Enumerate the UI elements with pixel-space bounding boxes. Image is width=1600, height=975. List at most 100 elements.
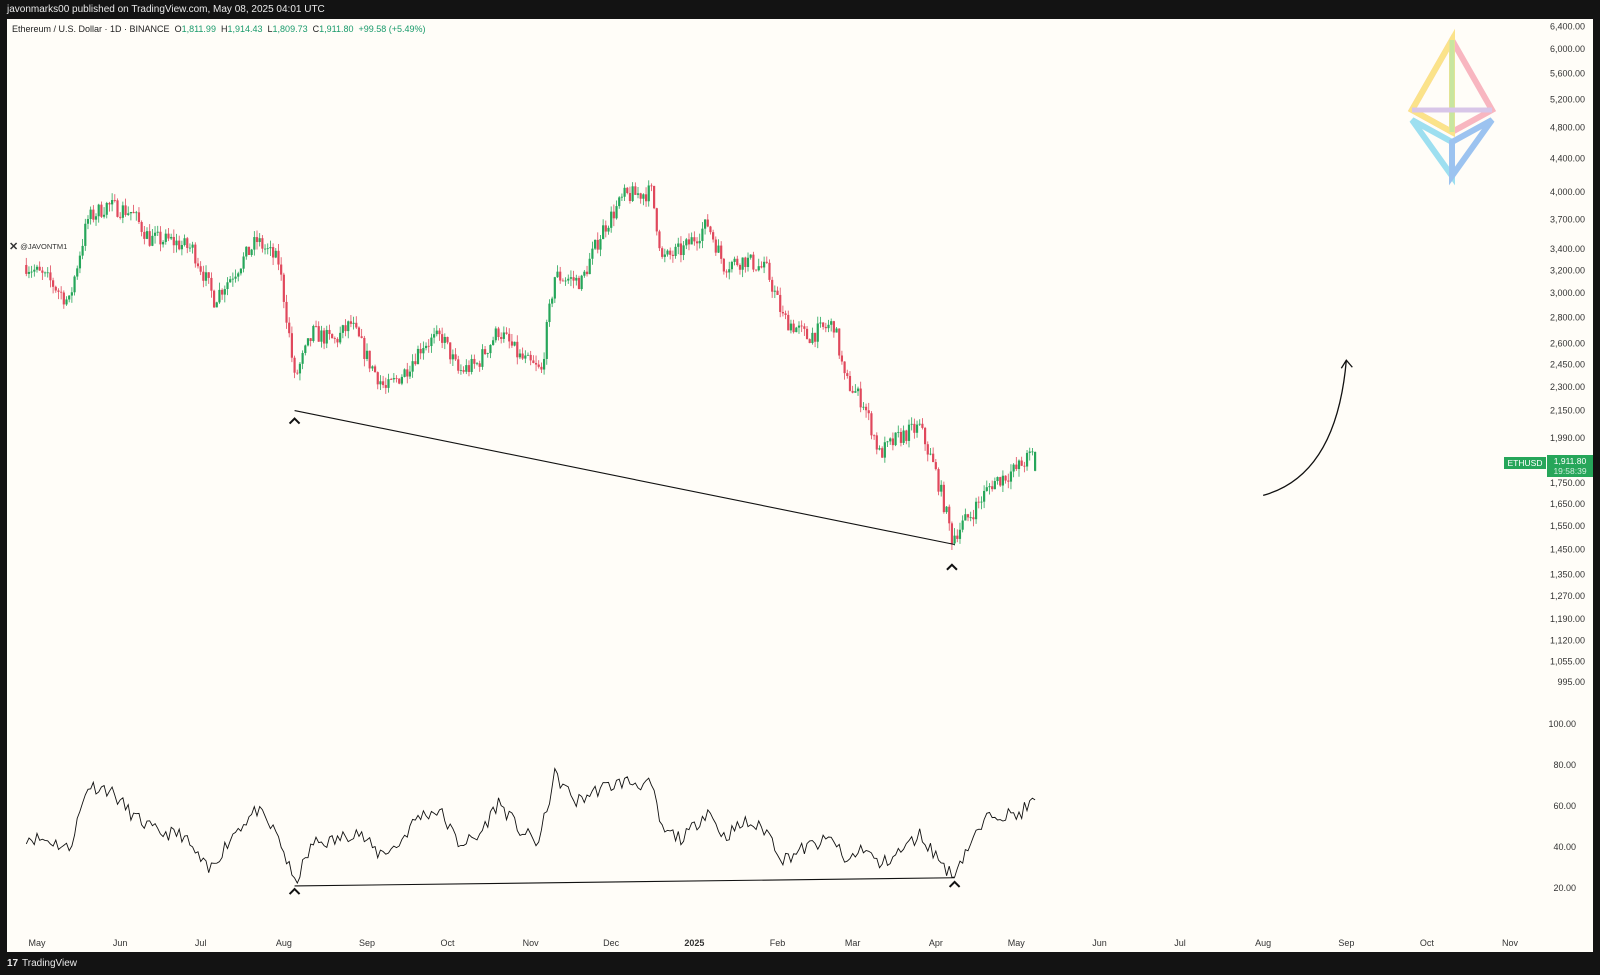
candle-body [204, 272, 208, 281]
candle-body [312, 325, 315, 341]
candle-body [424, 345, 428, 349]
candle-body [398, 378, 401, 384]
candle-body [387, 379, 390, 388]
candle-body [822, 322, 825, 327]
price-tick-label: 2,300.00 [1550, 382, 1585, 392]
candle-body [902, 430, 905, 443]
price-tick-label: 1,190.00 [1550, 614, 1585, 624]
candle-body [588, 258, 591, 275]
oscillator-low-marker[interactable] [288, 887, 301, 895]
candle-body [392, 378, 395, 380]
candle-body [760, 266, 763, 268]
candle-body [534, 362, 538, 365]
candle-body [162, 241, 165, 245]
oscillator-low-marker[interactable] [948, 880, 961, 888]
candle-body [81, 245, 84, 256]
candle-body [406, 369, 409, 377]
oscillator-trendline[interactable] [294, 877, 955, 887]
chart-panel[interactable] [7, 19, 1593, 952]
candle-body [290, 333, 293, 358]
candle-body [1007, 480, 1010, 482]
candle-body [564, 280, 567, 282]
tradingview-brand[interactable]: TradingView [22, 958, 78, 969]
candle-body [897, 431, 900, 433]
price-tick-label: 1,350.00 [1550, 570, 1585, 580]
candle-body [602, 225, 605, 240]
candle-body [105, 202, 108, 215]
candle-body [811, 332, 814, 344]
candle-body [210, 277, 213, 291]
candle-body [687, 239, 691, 245]
candle-body [714, 239, 717, 253]
candle-body [298, 363, 302, 374]
candle-body [693, 237, 696, 242]
candle-body [94, 216, 98, 220]
candle-body [915, 424, 919, 433]
candle-body [661, 248, 664, 257]
time-tick-label: 2025 [684, 938, 704, 948]
candle-body [540, 366, 543, 370]
candle-body [483, 349, 487, 355]
candle-body [135, 212, 138, 214]
candle-body [907, 424, 911, 441]
candle-body [808, 339, 811, 344]
candle-body [121, 205, 124, 218]
candle-body [698, 240, 701, 244]
candle-body [612, 211, 615, 219]
candle-body [607, 227, 610, 232]
candle-body [580, 275, 583, 290]
price-badge-price: 1,911.80 [1553, 456, 1587, 466]
candle-body [245, 246, 248, 257]
oscillator-line [25, 767, 1036, 885]
candle-body [961, 520, 964, 530]
price-tick-label: 4,400.00 [1550, 153, 1585, 163]
tradingview-logo-icon[interactable]: 17 [7, 958, 19, 969]
candle-body [685, 239, 688, 246]
candle-body [27, 271, 31, 274]
candle-body [145, 231, 149, 239]
candle-body [255, 237, 259, 243]
price-low-marker[interactable] [288, 417, 301, 425]
candle-body [408, 371, 412, 377]
time-tick-label: Oct [441, 938, 456, 948]
projection-arrow[interactable] [1262, 360, 1347, 496]
candle-body [985, 487, 988, 491]
candle-body [634, 186, 637, 195]
candle-body [585, 271, 589, 275]
candle-body [800, 325, 803, 327]
candle-body [70, 292, 73, 296]
price-tick-label: 3,400.00 [1550, 244, 1585, 254]
candle-body [650, 185, 653, 187]
candle-body [529, 354, 532, 361]
candle-body [803, 326, 806, 329]
candle-body [365, 350, 369, 359]
candle-body [923, 427, 927, 445]
close-label: C [312, 24, 320, 34]
time-tick-label: Aug [1255, 938, 1271, 948]
price-axis[interactable]: 6,400.00 6,000.00 5,600.00 5,200.00 4,800.00… [1550, 21, 1585, 687]
candle-body [492, 340, 495, 345]
candle-body [618, 197, 621, 207]
candle-body [521, 353, 524, 359]
candle-body [1033, 451, 1037, 471]
price-tick-label: 2,450.00 [1550, 360, 1585, 370]
candle-body [473, 358, 476, 364]
time-axis[interactable]: May Jun Jul Aug Sep Oct Nov Dec 2025 Feb Mar Apr May… [28, 938, 1518, 948]
candle-body [575, 277, 578, 281]
candle-body [524, 355, 527, 359]
candle-body [744, 257, 747, 267]
oscillator-axis[interactable]: 100.00 80.00 60.00 40.00 20.00 [1548, 719, 1576, 893]
candle-body [137, 212, 141, 222]
time-tick-label: Jul [1174, 938, 1186, 948]
candle-body [905, 430, 908, 441]
symbol-legend: Ethereum / U.S. Dollar · 1D · BINANCE O1… [12, 24, 426, 34]
candle-body [178, 240, 181, 250]
candle-body [502, 332, 505, 339]
price-tick-label: 3,200.00 [1550, 265, 1585, 275]
price-trendline[interactable] [294, 410, 955, 546]
price-low-marker[interactable] [946, 563, 958, 571]
candle-body [999, 477, 1002, 486]
candle-body [403, 369, 406, 377]
drawing-annotations[interactable] [288, 359, 1353, 895]
